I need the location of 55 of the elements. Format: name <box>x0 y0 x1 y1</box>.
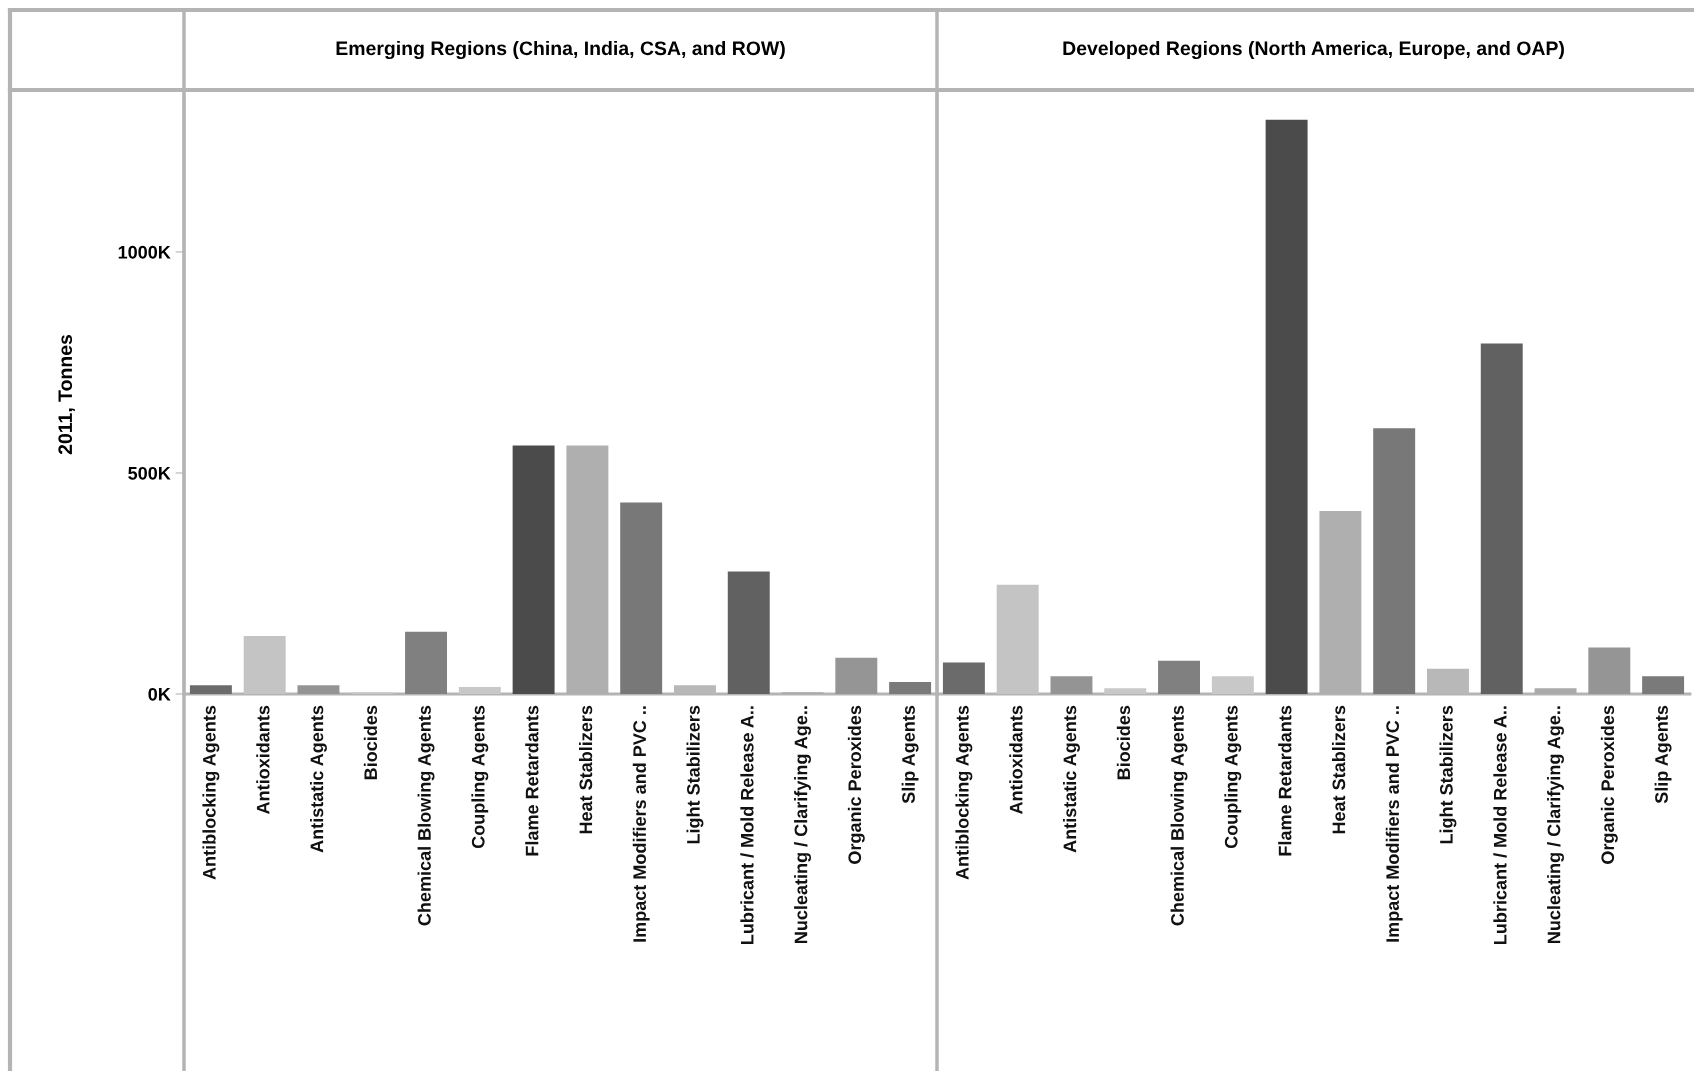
bar <box>1158 660 1201 694</box>
x-tick-label: Nucleating / Clarifying Age.. <box>794 706 811 943</box>
x-tick-label: Heat Stablizers <box>1331 705 1346 834</box>
bar <box>1050 676 1093 694</box>
bar <box>1642 676 1685 694</box>
bar <box>243 636 286 694</box>
x-tick-label: Coupling Agents <box>1224 705 1242 849</box>
x-tick-label: Biocides <box>1116 705 1131 780</box>
x-tick-label: Organic Peroxides <box>847 705 865 864</box>
bar <box>297 685 340 694</box>
x-tick-label: Slip Agents <box>901 705 919 804</box>
x-tick-label: Light Stabilizers <box>1439 705 1457 844</box>
x-tick-label: Chemical Blowing Agents <box>417 705 435 926</box>
bar <box>727 571 770 694</box>
x-tick-label: Lubricant / Mold Release A.. <box>740 706 754 944</box>
bar <box>458 686 501 694</box>
x-tick-label: Antiblocking Agents <box>955 705 973 880</box>
x-tick-label: Biocides <box>363 705 378 780</box>
x-tick-label: Organic Peroxides <box>1600 705 1618 864</box>
x-tick-label: Antiblocking Agents <box>202 705 220 880</box>
chart-title: Emerging Regions (China, India, CSA, and ROW) <box>336 40 785 60</box>
bar <box>1373 428 1416 694</box>
x-tick-label: Flame Retardants <box>1278 705 1292 856</box>
bar <box>942 662 985 694</box>
x-tick-label: Impact Modifiers and PVC .. <box>1385 706 1403 942</box>
bar <box>835 657 878 694</box>
x-tick-label: Antioxidants <box>256 705 270 814</box>
bar <box>889 682 932 694</box>
bar <box>1588 647 1631 694</box>
bar <box>1211 676 1254 694</box>
x-tick-label: Light Stabilizers <box>686 705 704 844</box>
x-tick-label: Antioxidants <box>1009 705 1023 814</box>
bar <box>189 685 232 694</box>
x-tick-label: Flame Retardants <box>525 705 539 856</box>
bar <box>1265 119 1308 694</box>
x-tick-label: Lubricant / Mold Release A.. <box>1493 706 1507 944</box>
x-tick-label: Heat Stablizers <box>578 705 593 834</box>
y-tick-label: 1000K <box>118 245 171 259</box>
bar <box>1104 688 1147 694</box>
x-tick-label: Antistatic Agents <box>310 705 327 853</box>
x-tick-label: Impact Modifiers and PVC .. <box>632 706 650 942</box>
x-tick-label: Antistatic Agents <box>1063 705 1080 853</box>
bar <box>405 631 448 694</box>
chart-title: Developed Regions (North America, Europe, and OAP) <box>1063 40 1564 60</box>
bar <box>512 445 555 694</box>
x-tick-label: Coupling Agents <box>471 705 489 849</box>
bar <box>1480 343 1523 694</box>
y-tick-label: 500K <box>128 466 171 480</box>
y-axis-title: 2011, Tonnes <box>58 334 75 455</box>
x-tick-label: Slip Agents <box>1654 705 1672 804</box>
bar <box>620 502 663 694</box>
x-tick-label: Chemical Blowing Agents <box>1170 705 1188 926</box>
bar <box>996 584 1039 694</box>
y-tick-label: 0K <box>148 687 171 701</box>
x-tick-label: Nucleating / Clarifying Age.. <box>1547 706 1564 943</box>
